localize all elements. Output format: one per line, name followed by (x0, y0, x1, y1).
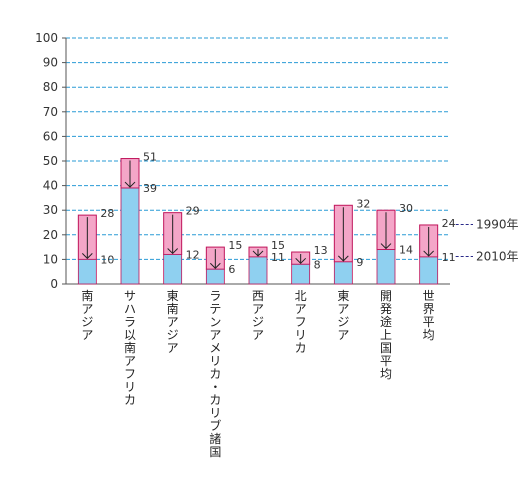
arrow-head (380, 243, 392, 250)
value-label-2010: 10 (100, 253, 114, 266)
value-label-2010: 8 (314, 258, 321, 271)
bar-2010 (163, 254, 183, 285)
y-tick-label: 20 (43, 228, 58, 242)
bar-2010 (205, 268, 225, 285)
value-label-2010: 39 (143, 182, 157, 195)
y-tick-label: 70 (43, 105, 58, 119)
y-tick-label: 90 (43, 56, 58, 70)
arrow-head (124, 181, 136, 188)
arrow-head (423, 250, 435, 257)
value-label-1990: 51 (143, 151, 157, 164)
arrow-head (252, 250, 264, 257)
value-label-1990: 15 (228, 239, 242, 252)
arrow-head (337, 255, 349, 262)
category-label: 東南アジア (167, 289, 179, 355)
value-label-1990: 30 (399, 202, 413, 215)
value-label-1990: 24 (442, 217, 456, 230)
y-tick-label: 50 (43, 154, 58, 168)
category-label: 開発途上国平均 (380, 289, 392, 381)
y-tick-label: 60 (43, 129, 58, 143)
category-label: 西アジア (252, 289, 264, 342)
bar-2010 (120, 187, 140, 285)
category-label: 東アジア (337, 289, 349, 342)
y-tick-label: 40 (43, 179, 58, 193)
legend-label-1990: 1990年 (476, 217, 519, 231)
arrow-head (81, 253, 93, 260)
value-label-1990: 29 (186, 205, 200, 218)
axes: 0 10 20 30 40 50 60 70 80 90 100 (35, 31, 450, 291)
value-label-2010: 11 (271, 251, 285, 264)
value-label-2010: 12 (186, 248, 200, 261)
legend-label-2010: 2010年 (476, 249, 519, 263)
value-label-1990: 13 (314, 244, 328, 257)
value-label-2010: 9 (356, 256, 363, 269)
y-tick-label: 10 (43, 252, 58, 266)
category-label: ラテンアメリカ・カリブ諸国 (209, 289, 221, 459)
bar-2010 (376, 249, 396, 285)
bar-2010 (419, 256, 439, 285)
value-label-2010: 14 (399, 244, 413, 257)
bar-2010 (291, 263, 311, 285)
value-label-2010: 6 (228, 263, 235, 276)
category-label: サハラ以南アフリカ (124, 289, 136, 407)
value-label-1990: 28 (100, 207, 114, 220)
value-label-1990: 15 (271, 239, 285, 252)
category-label: 南アジア (81, 288, 93, 342)
category-label: 北アフリカ (295, 289, 307, 355)
bar-2010 (77, 258, 97, 285)
arrow-head (295, 257, 307, 265)
y-tick-label: 80 (43, 80, 58, 94)
y-tick-label: 30 (43, 203, 58, 217)
value-label-1990: 32 (356, 197, 370, 210)
bar-2010 (333, 261, 353, 285)
bars (77, 158, 439, 285)
arrow-head (167, 248, 179, 255)
bar-2010 (248, 256, 268, 285)
y-tick-label: 0 (50, 277, 58, 291)
legend: 1990年 2010年 (455, 217, 519, 263)
y-tick-label: 100 (35, 31, 58, 45)
category-labels: 南アジア サハラ以南アフリカ 東南アジア ラテンアメリカ・カリブ諸国 西アジア 北アフリカ… (81, 288, 434, 459)
arrow-head (209, 262, 221, 269)
category-label: 世界平均 (423, 289, 435, 342)
value-label-2010: 11 (442, 251, 456, 264)
